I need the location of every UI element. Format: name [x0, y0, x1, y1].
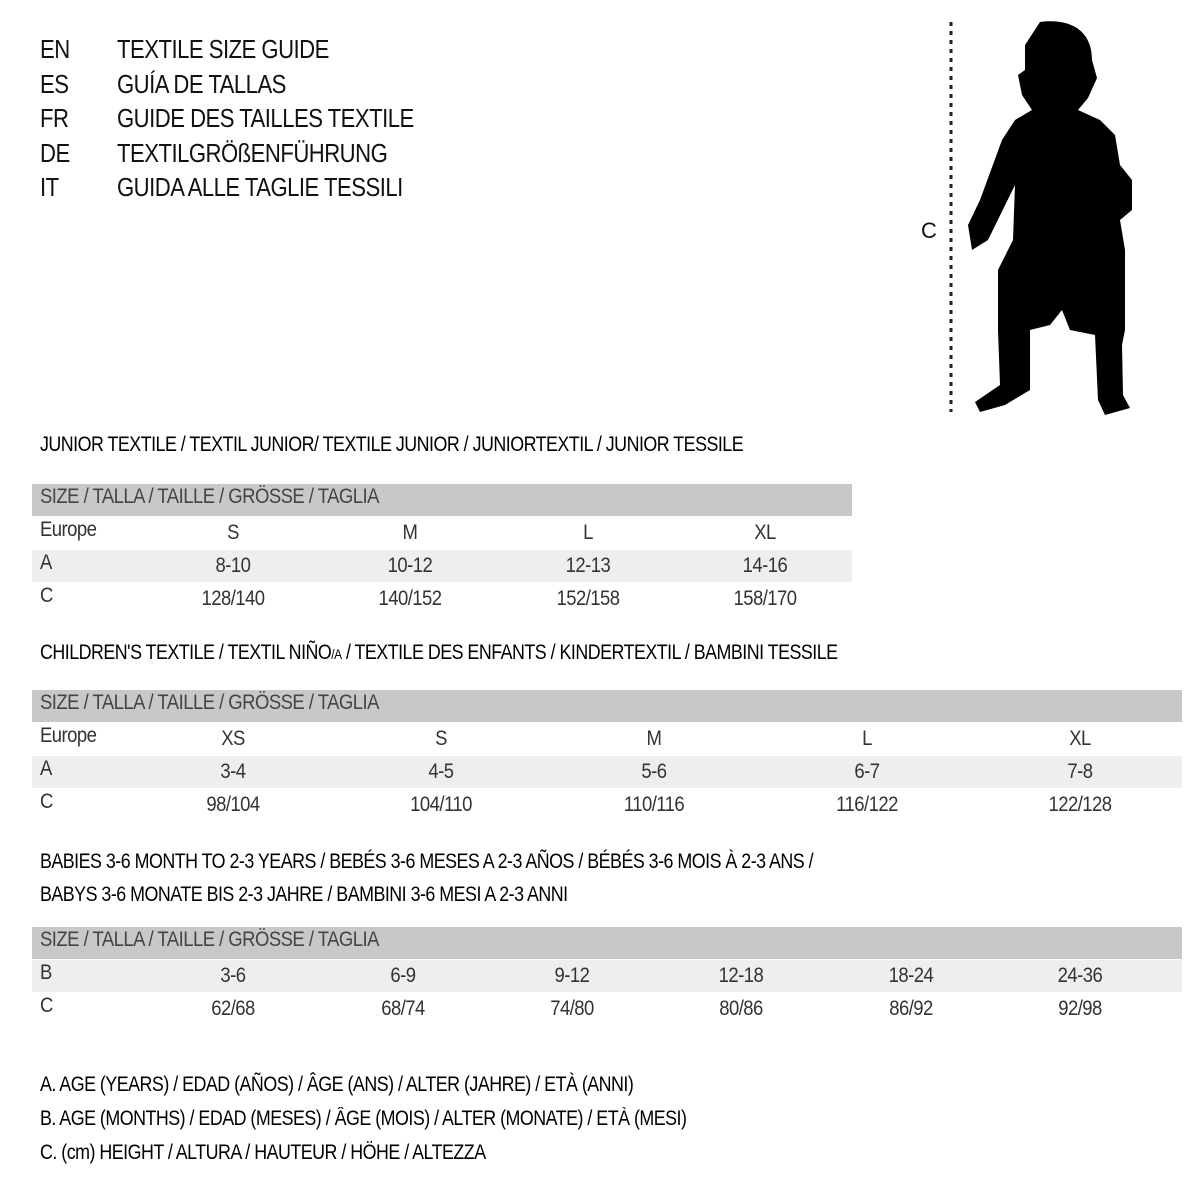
table-cell: XS [221, 727, 245, 750]
table-cell: 14-16 [742, 554, 788, 577]
table-row: Europe XS S M L XL [32, 723, 1182, 755]
children-title: CHILDREN'S TEXTILE / TEXTIL NIÑO/A / TEX… [40, 641, 838, 665]
table-cell: 80/86 [719, 997, 763, 1020]
legend-item: A. AGE (YEARS) / EDAD (AÑOS) / ÂGE (ANS)… [40, 1073, 634, 1096]
table-cell: 122/128 [1048, 793, 1112, 816]
language-code: FR [40, 103, 69, 133]
row-label: C [40, 584, 53, 607]
table-cell: 110/116 [623, 793, 685, 816]
height-label: C [921, 218, 937, 243]
table-cell: M [646, 727, 662, 750]
babies-title-line1: BABIES 3-6 MONTH TO 2-3 YEARS / BEBÉS 3-… [40, 850, 814, 873]
junior-title: JUNIOR TEXTILE / TEXTIL JUNIOR/ TEXTILE … [40, 433, 744, 456]
size-header-label: SIZE / TALLA / TAILLE / GRÖSSE / TAGLIA [40, 691, 379, 714]
table-cell: XL [754, 521, 776, 544]
table-cell: 9-12 [554, 964, 590, 987]
children-title-sub: /A [331, 646, 342, 662]
language-title: GUIDE DES TAILLES TEXTILE [117, 103, 414, 133]
table-cell: M [402, 521, 418, 544]
size-header-label: SIZE / TALLA / TAILLE / GRÖSSE / TAGLIA [40, 485, 379, 508]
table-cell: 104/110 [410, 793, 472, 816]
row-label: A [40, 551, 52, 574]
table-cell: XL [1069, 727, 1091, 750]
legend-item: C. (cm) HEIGHT / ALTURA / HAUTEUR / HÖHE… [40, 1141, 486, 1164]
table-row: C 62/68 68/74 74/80 80/86 86/92 92/98 [32, 993, 1182, 1025]
row-label: C [40, 994, 53, 1017]
row-label: C [40, 790, 53, 813]
table-row: C 128/140 140/152 152/158 158/170 [32, 583, 852, 615]
table-row: A 8-10 10-12 12-13 14-16 [32, 550, 852, 582]
table-cell: 5-6 [641, 760, 667, 783]
table-row: B 3-6 6-9 9-12 12-18 18-24 24-36 [32, 960, 1182, 992]
table-cell: 152/158 [556, 587, 620, 610]
language-title: TEXTILE SIZE GUIDE [117, 34, 329, 64]
table-cell: 98/104 [206, 793, 260, 816]
table-cell: 12-13 [565, 554, 611, 577]
legend-item: B. AGE (MONTHS) / EDAD (MESES) / ÂGE (MO… [40, 1107, 687, 1130]
table-cell: 86/92 [889, 997, 933, 1020]
language-title: GUÍA DE TALLAS [117, 68, 286, 99]
table-row: A 3-4 4-5 5-6 6-7 7-8 [32, 756, 1182, 788]
table-cell: 10-12 [387, 554, 433, 577]
language-title: GUIDA ALLE TAGLIE TESSILI [117, 172, 403, 202]
size-header-label: SIZE / TALLA / TAILLE / GRÖSSE / TAGLIA [40, 928, 379, 951]
table-row: Europe S M L XL [32, 517, 852, 549]
table-cell: 6-9 [390, 964, 416, 987]
table-cell: 6-7 [854, 760, 880, 783]
row-label: B [40, 961, 52, 984]
language-title: TEXTILGRÖßENFÜHRUNG [117, 137, 388, 168]
table-cell: 12-18 [718, 964, 764, 987]
size-header-row: SIZE / TALLA / TAILLE / GRÖSSE / TAGLIA [32, 927, 1182, 959]
table-cell: 74/80 [550, 997, 594, 1020]
table-cell: 68/74 [381, 997, 425, 1020]
table-cell: 3-4 [220, 760, 246, 783]
children-title-rest: / TEXTILE DES ENFANTS / KINDERTEXTIL / B… [341, 641, 838, 664]
row-label: Europe [40, 518, 97, 541]
table-cell: 8-10 [215, 554, 251, 577]
table-cell: 158/170 [733, 587, 797, 610]
table-cell: S [227, 521, 239, 544]
table-cell: 128/140 [201, 587, 265, 610]
table-cell: 18-24 [888, 964, 934, 987]
table-cell: 116/122 [836, 793, 898, 816]
table-row: C 98/104 104/110 110/116 116/122 122/128 [32, 789, 1182, 821]
language-code: DE [40, 137, 70, 168]
child-silhouette-icon [949, 21, 1132, 416]
size-header-row: SIZE / TALLA / TAILLE / GRÖSSE / TAGLIA [32, 484, 852, 516]
language-code: ES [40, 68, 69, 99]
table-cell: 62/68 [211, 997, 255, 1020]
language-code: EN [40, 34, 70, 64]
children-title-main: CHILDREN'S TEXTILE / TEXTIL NIÑO [40, 641, 332, 664]
table-cell: S [435, 727, 447, 750]
table-cell: 7-8 [1067, 760, 1093, 783]
table-cell: 24-36 [1057, 964, 1103, 987]
table-cell: 140/152 [378, 587, 442, 610]
table-cell: 3-6 [220, 964, 246, 987]
language-code: IT [40, 172, 59, 202]
size-header-row: SIZE / TALLA / TAILLE / GRÖSSE / TAGLIA [32, 690, 1182, 722]
row-label: Europe [40, 724, 97, 747]
babies-title-line2: BABYS 3-6 MONATE BIS 2-3 JAHRE / BAMBINI… [40, 883, 568, 906]
table-cell: L [862, 727, 872, 750]
table-cell: 92/98 [1058, 997, 1102, 1020]
table-cell: L [583, 521, 593, 544]
row-label: A [40, 757, 52, 780]
table-cell: 4-5 [428, 760, 454, 783]
